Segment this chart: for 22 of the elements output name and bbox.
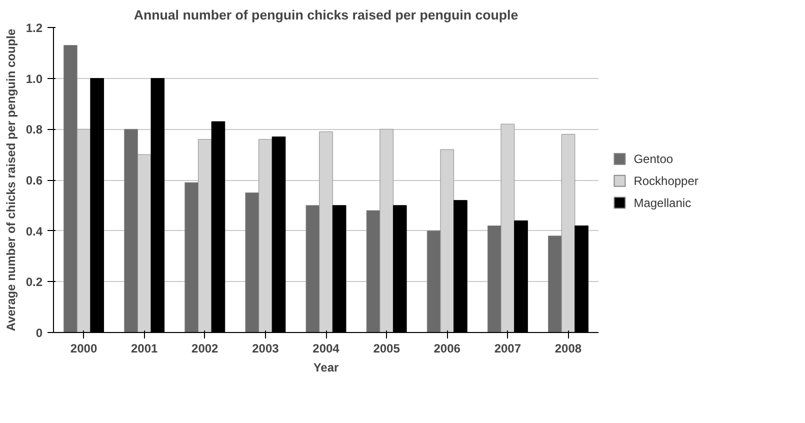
y-tick-label: 0 xyxy=(36,326,43,340)
x-axis-title: Year xyxy=(313,360,340,374)
y-tick-label: 0.6 xyxy=(26,174,43,188)
y-tick-label: 0.2 xyxy=(26,275,43,290)
legend-label: Magellanic xyxy=(634,196,692,210)
x-tick-label: 2000 xyxy=(70,342,98,356)
x-tick-label: 2003 xyxy=(252,342,280,356)
x-tick-label: 2005 xyxy=(373,342,400,356)
y-axis-title: Average number of chicks raised per penguin couple xyxy=(4,28,18,332)
x-tick-label: 2001 xyxy=(130,342,158,356)
y-tick-label: 1.2 xyxy=(26,21,43,35)
legend-label: Gentoo xyxy=(634,152,674,166)
y-tick-label: 0.8 xyxy=(26,122,43,137)
x-tick-label: 2002 xyxy=(192,342,219,356)
y-tick-label: 0.4 xyxy=(26,224,43,238)
x-tick-label: 2007 xyxy=(494,342,522,356)
chart-title: Annual number of penguin chicks raised per penguin couple xyxy=(134,8,518,22)
legend-label: Rockhopper xyxy=(634,174,698,188)
x-tick-label: 2006 xyxy=(434,342,461,356)
x-tick-label: 2008 xyxy=(554,342,582,356)
x-tick-label: 2004 xyxy=(312,342,340,356)
y-tick-label: 1.0 xyxy=(26,72,43,86)
